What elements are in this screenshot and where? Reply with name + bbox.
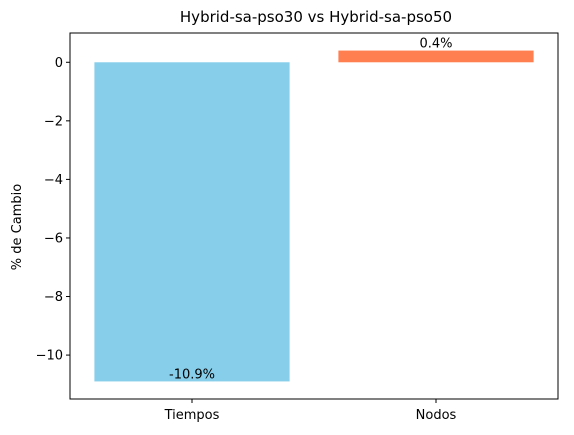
y-axis-ticks: 0 −2 −4 −6 −8 −10 [36,56,70,364]
y-tick-label: −10 [36,349,63,364]
y-tick-label: −4 [44,173,63,188]
data-label-nodos: 0.4% [419,37,452,52]
y-tick-label: 0 [55,56,63,71]
bars-group [94,50,534,382]
y-tick-label: −8 [44,290,63,305]
x-tick-label: Nodos [416,408,457,423]
x-tick-label: Tiempos [164,408,220,423]
chart-title: Hybrid-sa-pso30 vs Hybrid-sa-pso50 [180,8,452,26]
bar-nodos [338,50,534,63]
x-axis-ticks: Tiempos Nodos [164,399,457,423]
y-axis-label: % de Cambio [10,184,25,270]
bar-tiempos [94,62,290,382]
y-tick-label: −2 [44,114,63,129]
data-label-tiempos: -10.9% [169,367,215,382]
data-labels-group: -10.9% 0.4% [169,37,453,383]
y-tick-label: −6 [44,231,63,246]
plot-frame [69,32,559,400]
